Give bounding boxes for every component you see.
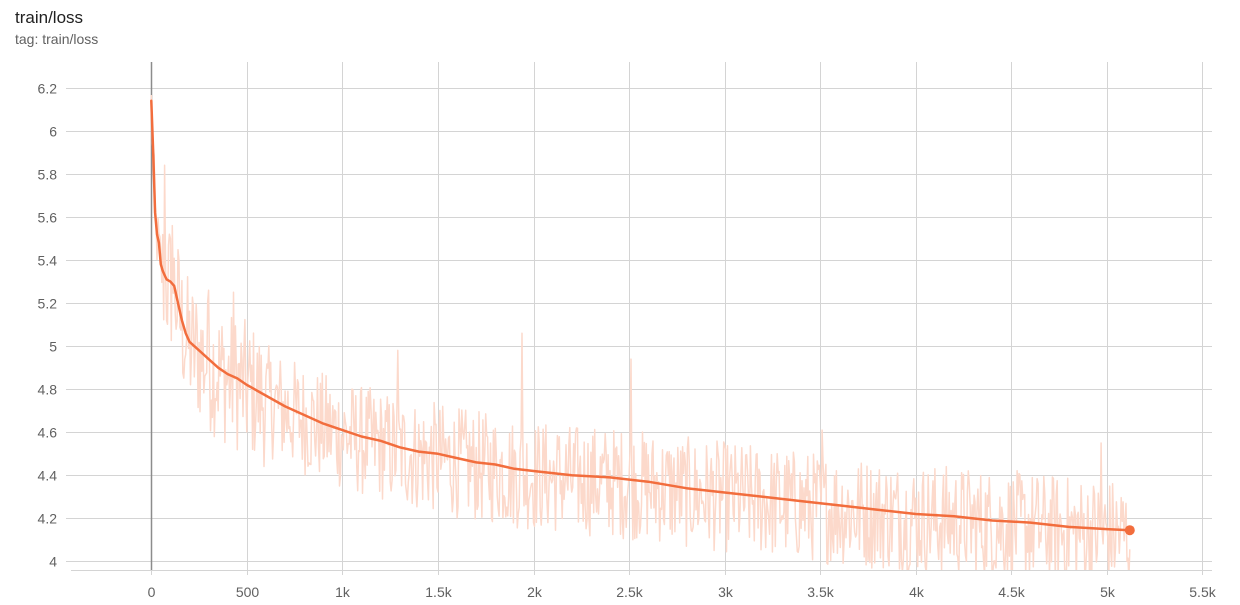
x-tick-label: 2k [527, 584, 543, 600]
smoothed-data-point [217, 366, 220, 369]
smoothed-data-point [159, 263, 162, 266]
x-tick-label: 3k [718, 584, 734, 600]
smoothed-data-point [417, 450, 420, 453]
x-tick-label: 500 [236, 584, 260, 600]
y-tick-label: 4.2 [38, 511, 58, 527]
smoothed-data-point [157, 241, 160, 244]
chart-title: train/loss [15, 8, 84, 27]
smoothed-data-point [152, 151, 155, 154]
smoothed-data-point [150, 99, 153, 102]
raw-loss-line [150, 94, 1131, 570]
smoothed-data-point [991, 519, 994, 522]
smoothed-data-point [723, 491, 726, 494]
smoothed-data-point [876, 508, 879, 511]
smoothed-data-point [398, 446, 401, 449]
y-tick-label: 4.4 [38, 468, 58, 484]
x-tick-label: 5.5k [1189, 584, 1216, 600]
smoothed-data-point [284, 405, 287, 408]
smoothed-data-point [1029, 521, 1032, 524]
y-tick-label: 5 [49, 339, 57, 355]
smoothed-data-point [800, 500, 803, 503]
x-tick-label: 2.5k [616, 584, 643, 600]
smoothed-data-point [161, 269, 164, 272]
smoothed-data-point [1067, 525, 1070, 528]
smoothed-data-point [156, 233, 159, 236]
smoothed-data-point [647, 480, 650, 483]
x-tick-label: 4k [909, 584, 925, 600]
smoothed-data-point [154, 211, 157, 214]
x-tick-label: 5k [1100, 584, 1116, 600]
smoothed-data-point [169, 280, 172, 283]
smoothed-data-point [513, 467, 516, 470]
grid-lines [71, 62, 1212, 571]
smoothed-data-point [838, 504, 841, 507]
y-axis-ticks: 4 4.2 4.4 4.6 4.8 5 5.2 5.4 5.6 5.8 6 6.2 [38, 81, 71, 570]
smoothed-data-point [165, 278, 168, 281]
smoothed-data-point [226, 373, 229, 376]
smoothed-data-point [177, 302, 180, 305]
smoothed-data-point [1105, 528, 1108, 531]
smoothed-data-point [163, 274, 166, 277]
smoothed-data-point [761, 495, 764, 498]
x-tick-label: 3.5k [807, 584, 834, 600]
y-tick-label: 5.4 [38, 253, 58, 269]
smoothed-data-point [953, 515, 956, 518]
smoothed-data-point [914, 513, 917, 516]
chart-tag: tag: train/loss [15, 31, 99, 47]
y-tick-label: 6.2 [38, 81, 58, 97]
smoothed-data-point [609, 476, 612, 479]
smoothed-data-point [173, 284, 176, 287]
smoothed-data-point [180, 319, 183, 322]
y-tick-label: 4.6 [38, 425, 58, 441]
smoothed-data-point [532, 470, 535, 473]
last-value-marker [1124, 525, 1135, 536]
smoothed-data-point [198, 349, 201, 352]
smoothed-data-point [379, 439, 382, 442]
raw-loss-series [150, 94, 1131, 570]
smoothed-data-point [264, 394, 267, 397]
smoothed-data-point [188, 340, 191, 343]
y-tick-label: 5.8 [38, 167, 58, 183]
x-tick-label: 0 [148, 584, 156, 600]
smoothed-loss-series[interactable] [150, 99, 1135, 536]
smoothed-data-point [494, 463, 497, 466]
smoothed-loss-line [150, 99, 1132, 532]
x-tick-label: 1k [335, 584, 351, 600]
smoothed-data-point [207, 358, 210, 361]
smoothed-data-point [303, 414, 306, 417]
smoothed-data-point [360, 435, 363, 438]
smoothed-data-point [184, 332, 187, 335]
smoothed-data-point [245, 383, 248, 386]
smoothed-data-point [475, 461, 478, 464]
smoothed-data-point [685, 487, 688, 490]
smoothed-data-point [236, 377, 239, 380]
x-tick-label: 1.5k [425, 584, 452, 600]
smoothed-data-point [570, 474, 573, 477]
x-axis-ticks: 0 500 1k 1.5k 2k 2.5k 3k 3.5k 4k 4.5k 5k 5.5k [148, 570, 1217, 600]
smoothed-data-point [322, 422, 325, 425]
smoothed-data-point [456, 457, 459, 460]
smoothed-data-point [341, 429, 344, 432]
x-tick-label: 4.5k [998, 584, 1025, 600]
y-tick-label: 4.8 [38, 382, 58, 398]
y-tick-label: 4 [49, 554, 57, 570]
y-tick-label: 5.6 [38, 210, 58, 226]
smoothed-data-point [437, 452, 440, 455]
y-tick-label: 5.2 [38, 296, 58, 312]
y-tick-label: 6 [49, 124, 57, 140]
